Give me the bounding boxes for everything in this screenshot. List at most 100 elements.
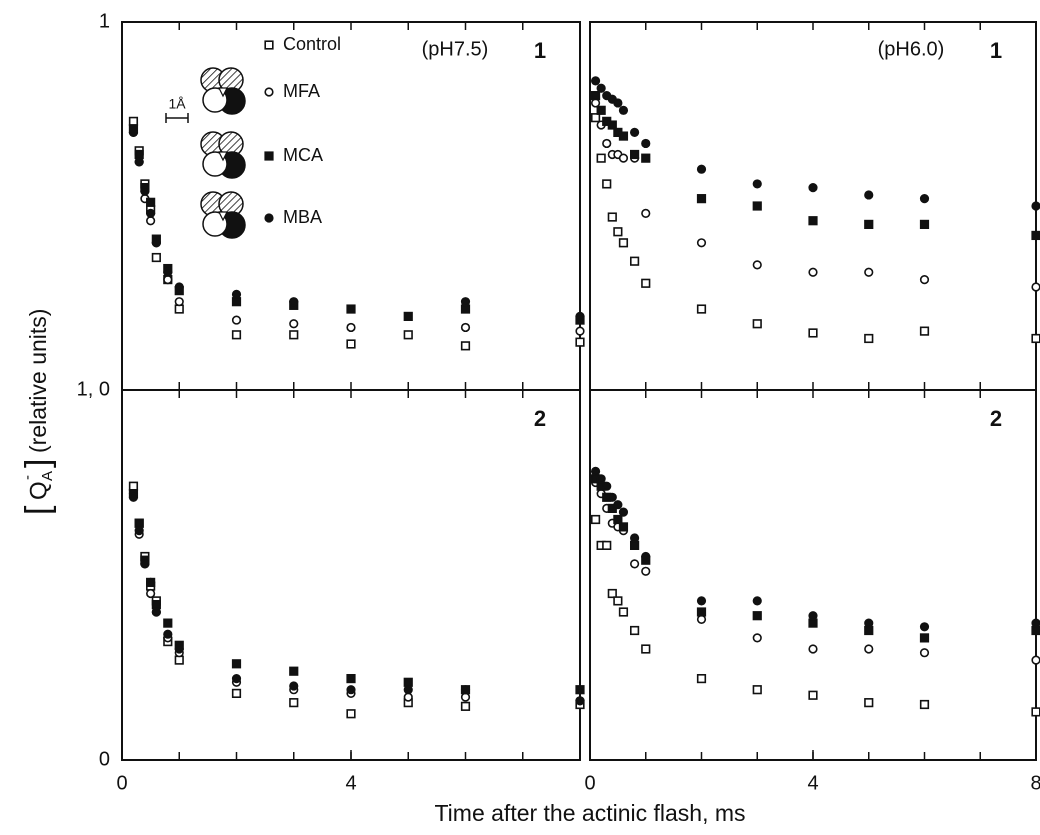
marker [641, 551, 651, 562]
marker [618, 105, 629, 115]
marker [613, 514, 623, 525]
legend-label: MBA [283, 207, 322, 227]
scale-label: 1Å [168, 96, 186, 112]
plot-frame [121, 21, 581, 391]
marker [696, 614, 707, 625]
marker [602, 481, 612, 491]
y-tick-label: 1 [99, 10, 110, 32]
marker [808, 216, 818, 226]
marker [231, 289, 242, 299]
marker [460, 322, 471, 333]
marker [618, 607, 629, 617]
marker [864, 190, 874, 200]
marker [607, 588, 617, 599]
marker [134, 149, 144, 160]
marker [752, 319, 762, 329]
marker [618, 507, 629, 517]
marker [629, 127, 640, 137]
marker [919, 648, 930, 658]
marker [403, 685, 413, 695]
marker [146, 588, 156, 599]
marker [696, 596, 707, 606]
marker [151, 607, 161, 617]
x-axis-label: Time after the actinic flash, ms [434, 800, 745, 826]
panel-number: 1 [990, 38, 1002, 63]
legend-marker [264, 40, 274, 50]
marker [752, 633, 762, 643]
marker [696, 194, 707, 204]
marker [752, 596, 762, 606]
marker [151, 599, 161, 610]
marker [174, 297, 184, 307]
marker [808, 611, 818, 621]
marker [618, 238, 629, 248]
marker [590, 514, 601, 525]
marker [919, 194, 930, 204]
marker [163, 629, 173, 639]
marker [641, 138, 651, 149]
marker [289, 330, 299, 340]
marker [1031, 625, 1040, 636]
marker [575, 311, 585, 322]
plot-frame [589, 389, 1037, 761]
marker [641, 153, 651, 163]
marker [919, 622, 930, 632]
legend-label: Control [283, 34, 341, 54]
marker [808, 618, 818, 628]
marker [696, 304, 707, 314]
y-axis-label-group: [ Q A - ] (relative units) [19, 309, 57, 515]
marker [174, 655, 184, 665]
marker [460, 692, 471, 702]
marker [163, 275, 173, 285]
x-tick-label: 4 [345, 772, 356, 794]
marker [613, 500, 623, 510]
panel-condition: (pH7.5) [422, 38, 489, 60]
marker [613, 227, 623, 237]
marker [1031, 707, 1040, 717]
marker [864, 644, 874, 654]
marker [231, 659, 242, 669]
y-axis-label: (relative units) [25, 309, 51, 453]
y-label-bracket: ] [19, 459, 57, 468]
marker [460, 297, 471, 307]
marker [146, 208, 156, 218]
marker [596, 153, 606, 163]
marker [575, 685, 585, 695]
marker [596, 83, 606, 93]
scale-bar: 1Å [165, 96, 189, 123]
marker [808, 328, 818, 338]
marker [1031, 282, 1040, 292]
marker [1031, 201, 1040, 211]
marker [231, 297, 242, 307]
marker [289, 319, 299, 329]
legend-marker [264, 151, 274, 161]
marker [128, 116, 139, 126]
marker [641, 566, 651, 576]
marker [134, 525, 144, 536]
marker [752, 179, 762, 189]
marker [590, 98, 601, 108]
marker [864, 618, 874, 628]
y-tick-label: 0 [99, 748, 110, 770]
panel-number: 2 [990, 406, 1002, 431]
marker [151, 252, 161, 263]
x-tick-label: 0 [584, 772, 595, 794]
molecule-icon [200, 131, 246, 179]
marker [607, 212, 617, 222]
marker [629, 256, 640, 266]
marker [174, 282, 184, 292]
marker [752, 685, 762, 695]
marker [696, 607, 707, 617]
marker [146, 216, 156, 226]
marker [346, 304, 356, 314]
marker [289, 698, 299, 708]
marker [231, 673, 242, 684]
y-tick-label: 1, 0 [77, 378, 110, 400]
marker [231, 315, 242, 325]
marker [919, 699, 930, 710]
marker [696, 673, 707, 684]
marker [607, 492, 617, 502]
marker [641, 644, 651, 654]
marker [919, 275, 930, 285]
marker [346, 709, 356, 719]
